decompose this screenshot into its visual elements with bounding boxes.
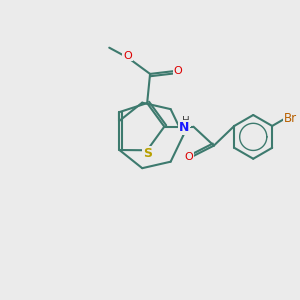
Text: H: H [182,116,190,126]
Text: Br: Br [284,112,297,125]
Text: S: S [143,147,152,160]
Text: O: O [185,152,194,162]
Text: O: O [173,66,182,76]
Text: O: O [123,50,132,61]
Text: N: N [179,121,189,134]
